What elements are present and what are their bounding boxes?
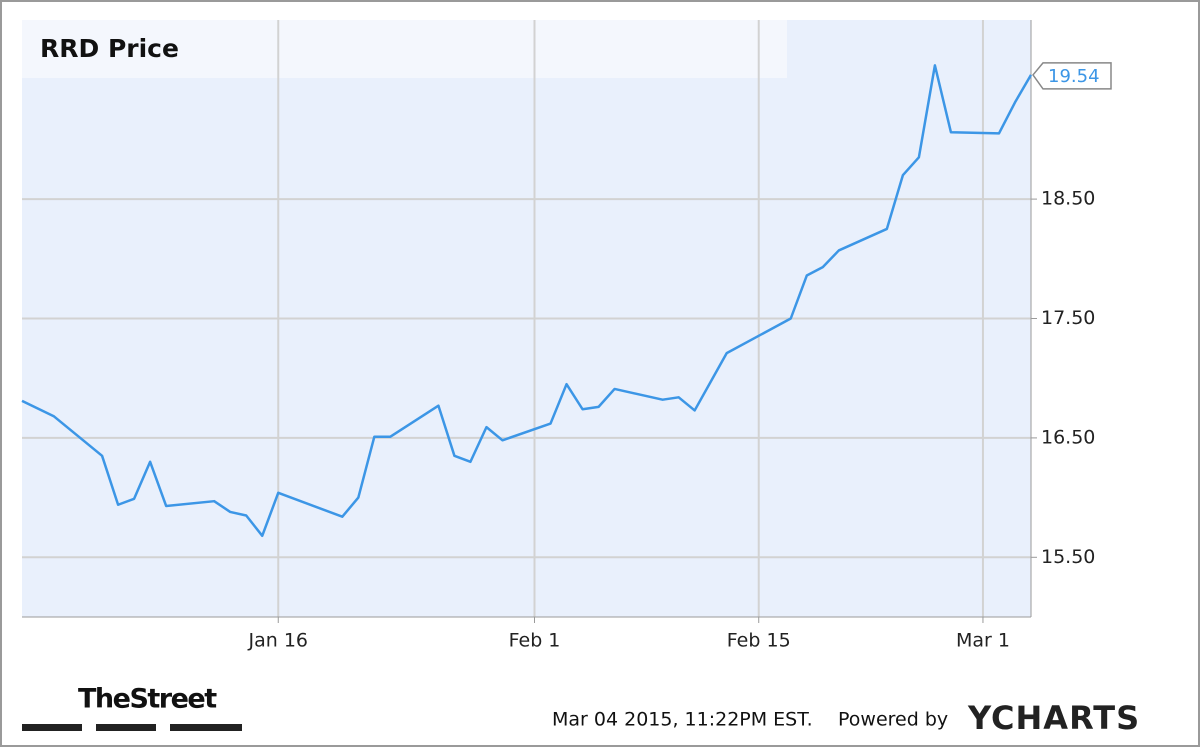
x-tick-label: Mar 1 xyxy=(956,630,1010,652)
last-value-box xyxy=(1032,62,1112,90)
y-tick-label: 17.50 xyxy=(1041,307,1095,329)
y-tick-label: 16.50 xyxy=(1041,426,1095,448)
chart-title: RRD Price xyxy=(40,34,179,63)
logo: YCHARTS xyxy=(967,699,1140,737)
y-tick-label: 18.50 xyxy=(1041,188,1095,210)
brand-bar xyxy=(96,724,156,731)
grid xyxy=(22,20,1031,617)
brand-bar xyxy=(170,724,242,731)
price-line xyxy=(21,64,1033,538)
marks xyxy=(21,64,1033,538)
brand: TheStreet xyxy=(78,684,217,715)
timestamp: Mar 04 2015, 11:22PM EST. xyxy=(552,709,813,731)
last-value-label: 19.54 xyxy=(1048,66,1100,87)
brand-bar xyxy=(22,724,82,731)
powered-by: Powered by xyxy=(838,709,948,731)
x-tick-label: Feb 1 xyxy=(509,630,561,652)
x-tick-label: Jan 16 xyxy=(247,630,308,652)
y-tick-label: 15.50 xyxy=(1041,546,1095,568)
x-tick-label: Feb 15 xyxy=(727,630,791,652)
title-band xyxy=(22,20,787,78)
